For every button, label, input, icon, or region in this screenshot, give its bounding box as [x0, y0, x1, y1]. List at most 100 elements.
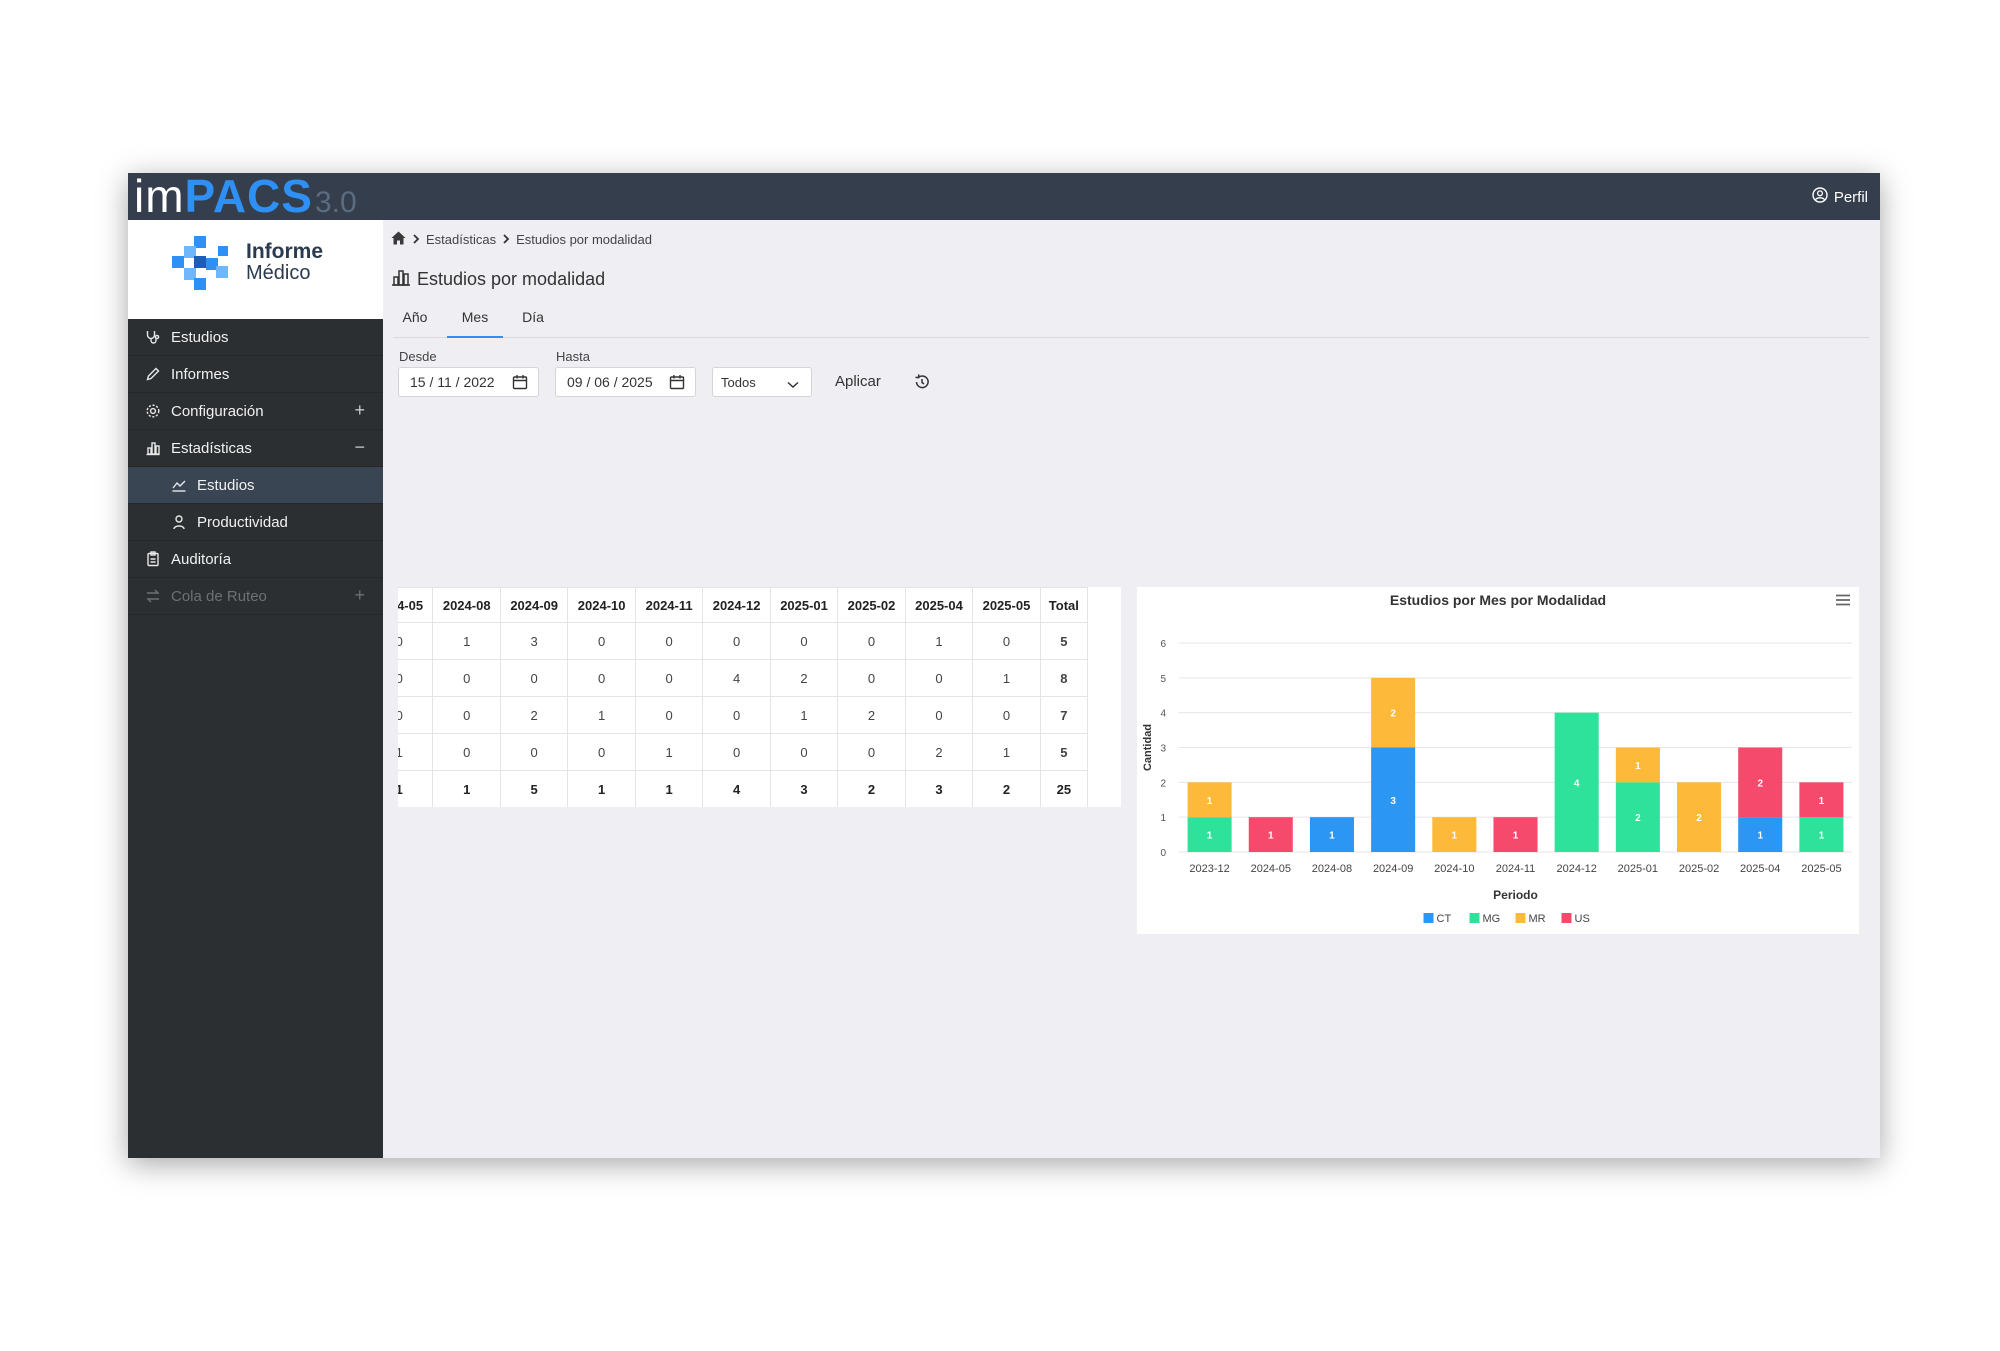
bar-data-label: 1 [1452, 831, 1458, 842]
expand-icon[interactable]: + [354, 400, 365, 420]
reset-icon[interactable] [913, 373, 931, 396]
table-cell: 1 [769, 696, 839, 734]
bar-data-label: 2 [1757, 778, 1763, 789]
column-header: 2024-05 [398, 587, 434, 623]
table-cell-total: 8 [1039, 659, 1089, 697]
brand-line-2: Médico [246, 262, 311, 284]
legend-swatch-us [1561, 913, 1572, 923]
column-header: 2025-04 [904, 587, 974, 623]
bar-segment-mr [1371, 677, 1416, 748]
hamburger-menu-icon[interactable] [1835, 593, 1851, 611]
desde-date-input[interactable]: 15 / 11 / 2022 [398, 367, 539, 397]
bar-data-label: 1 [1207, 831, 1213, 842]
column-header: 2025-02 [837, 587, 906, 623]
home-icon[interactable] [391, 231, 406, 248]
x-tick-label: 2024-10 [1434, 863, 1474, 875]
y-tick-label: 1 [1160, 813, 1166, 824]
table-cell: 4 [702, 770, 771, 807]
legend-swatch-mg [1469, 913, 1480, 923]
collapse-icon[interactable]: − [354, 437, 365, 457]
bar-data-label: 1 [1819, 796, 1825, 807]
legend-label-mr: MR [1529, 913, 1546, 925]
app-logo: im PACS 3.0 [134, 173, 357, 222]
column-header: 2024-11 [634, 587, 704, 623]
x-tick-label: 2024-05 [1251, 863, 1291, 875]
pencil-icon [144, 365, 162, 383]
table-row: 0 0 2 1 0 0 1 2 0 0 7 [398, 696, 1089, 734]
brand-logo: Informe Médico [128, 220, 383, 319]
hasta-date-input[interactable]: 09 / 06 / 2025 [555, 367, 696, 397]
modalidad-select[interactable]: Todos [712, 367, 812, 397]
table-cell: 0 [972, 622, 1041, 660]
breadcrumb-estadisticas[interactable]: Estadísticas [426, 232, 497, 247]
tab-mes[interactable]: Mes [447, 303, 503, 338]
sidebar-item-cola-de-ruteo[interactable]: Cola de Ruteo + [128, 578, 383, 615]
user-icon [170, 513, 188, 531]
table-cell: 0 [398, 696, 434, 734]
bar-segment-us [1738, 747, 1783, 818]
bar-data-label: 3 [1390, 796, 1396, 807]
sidebar-item-informes[interactable]: Informes [128, 356, 383, 393]
sidebar-item-estadisticas[interactable]: Estadísticas − [128, 430, 383, 467]
legend-label-ct: CT [1437, 913, 1452, 925]
legend-label-mg: MG [1483, 913, 1501, 925]
table-cell: 3 [769, 770, 839, 807]
table-cell: 0 [769, 622, 839, 660]
profile-link[interactable]: Perfil [1812, 187, 1868, 207]
table-cell: 2 [904, 733, 974, 771]
legend-swatch-mr [1515, 913, 1526, 923]
bar-segment-ct [1738, 817, 1783, 852]
legend-swatch-ct [1423, 913, 1434, 923]
y-tick-label: 3 [1160, 744, 1166, 755]
sidebar-subitem-estudios[interactable]: Estudios [128, 467, 383, 504]
sidebar-subitem-productividad[interactable]: Productividad [128, 504, 383, 541]
x-tick-label: 2025-04 [1740, 863, 1780, 875]
chevron-right-icon [412, 232, 420, 247]
expand-icon[interactable]: + [354, 585, 365, 605]
bar-data-label: 4 [1574, 778, 1580, 789]
y-tick-label: 5 [1160, 674, 1166, 685]
bar-data-label: 1 [1268, 831, 1274, 842]
bar-data-label: 1 [1207, 796, 1213, 807]
bar-data-label: 2 [1696, 813, 1702, 824]
modality-table: 2024-05 2024-08 2024-09 2024-10 2024-11 … [398, 587, 1121, 807]
bar-data-label: 2 [1390, 709, 1396, 720]
tab-dia[interactable]: Día [522, 309, 544, 325]
sidebar-item-auditoria[interactable]: Auditoría [128, 541, 383, 578]
tab-ano[interactable]: Año [402, 309, 428, 325]
column-header: 2024-10 [567, 587, 636, 623]
y-tick-label: 4 [1160, 709, 1166, 720]
table-cell: 2 [499, 696, 569, 734]
table-row: 0 1 3 0 0 0 0 0 1 0 5 [398, 622, 1089, 660]
table-cell: 0 [904, 659, 974, 697]
table-cell-total: 5 [1039, 622, 1089, 660]
calendar-icon[interactable] [512, 374, 528, 393]
x-tick-label: 2025-02 [1679, 863, 1719, 875]
breadcrumb: Estadísticas Estudios por modalidad [391, 231, 652, 248]
y-axis-label: Cantidad [1142, 724, 1154, 771]
sidebar-item-configuracion[interactable]: Configuración + [128, 393, 383, 430]
y-tick-label: 2 [1160, 778, 1166, 789]
logo-part-im: im [134, 173, 185, 222]
apply-button[interactable]: Aplicar [835, 373, 881, 390]
sidebar-item-estudios[interactable]: Estudios [128, 319, 383, 356]
table-cell: 2 [769, 659, 839, 697]
x-tick-label: 2025-05 [1801, 863, 1841, 875]
table-cell: 1 [567, 770, 636, 807]
table-cell: 0 [837, 622, 906, 660]
logo-part-pacs: PACS [184, 173, 313, 222]
table-total-row: 1 1 5 1 1 4 3 2 3 2 25 [398, 770, 1089, 807]
table-cell: 1 [432, 770, 501, 807]
calendar-icon[interactable] [669, 374, 685, 393]
table-cell-total: 7 [1039, 696, 1089, 734]
table-cell: 0 [499, 659, 569, 697]
bar-segment-us [1248, 817, 1293, 852]
table-cell-total: 25 [1039, 770, 1089, 807]
table-cell: 0 [432, 659, 501, 697]
y-tick-label: 6 [1160, 639, 1166, 650]
column-header-total: Total [1039, 587, 1089, 623]
table-cell: 0 [702, 622, 771, 660]
table-cell: 1 [634, 770, 704, 807]
table-cell: 2 [837, 696, 906, 734]
top-bar: im PACS 3.0 Perfil [128, 173, 1880, 222]
